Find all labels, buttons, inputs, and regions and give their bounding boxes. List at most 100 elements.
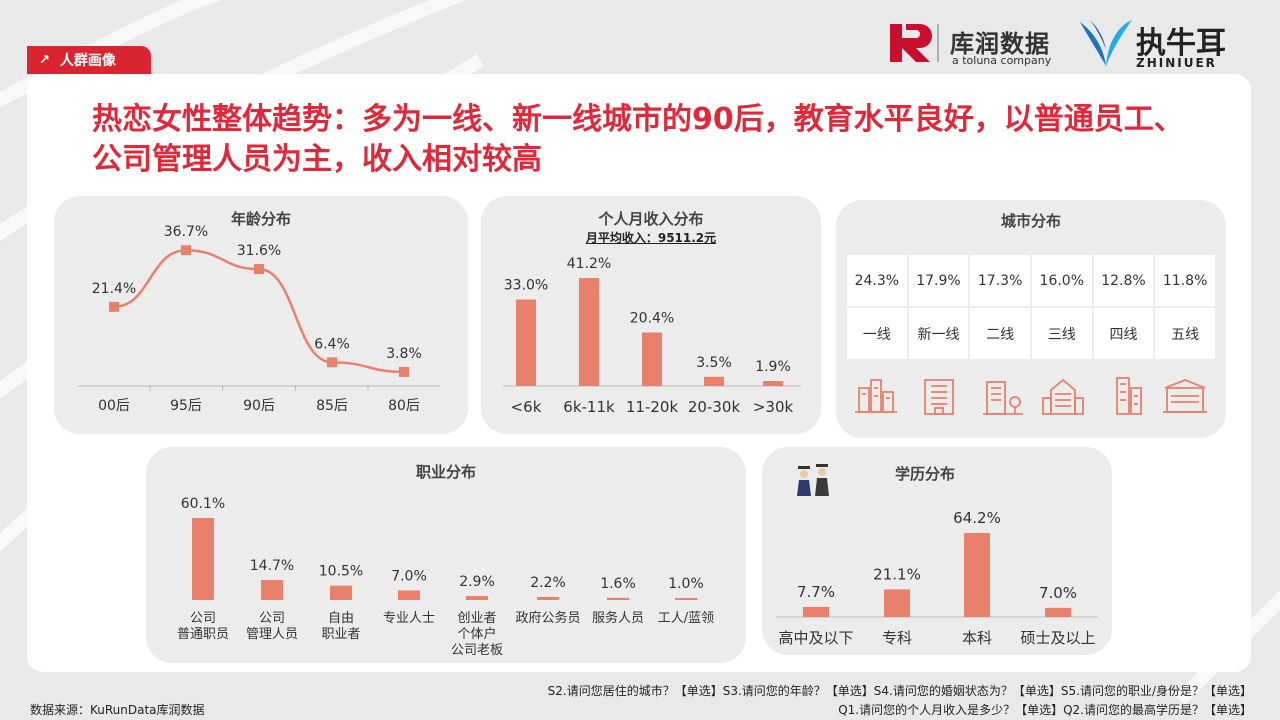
job-tick-label: 普通职员	[177, 627, 229, 642]
age-point	[399, 366, 409, 377]
edu-tick-label: 专科	[882, 629, 912, 647]
income-tick-label: <6k	[511, 398, 542, 416]
age-tick-label: 90后	[243, 398, 275, 414]
job-bar	[330, 585, 352, 600]
income-data-label: 20.4%	[630, 311, 674, 327]
city-labels-row: 一线 新一线 二线 三线 四线 五线	[845, 306, 1217, 361]
age-data-label: 36.7%	[164, 224, 208, 240]
job-data-label: 14.7%	[250, 558, 294, 574]
job-data-label: 2.2%	[530, 575, 566, 591]
kurun-logo-subtext: a toluna company	[952, 54, 1052, 67]
section-tag-label: 人群画像	[59, 53, 116, 69]
city-label: 二线	[968, 306, 1032, 361]
job-panel	[146, 447, 746, 663]
age-chart: 21.4% 00后 36.7% 95后 31.6% 90后 6.4% 85后 3.8% 80后	[78, 224, 440, 414]
low-building-icon	[1163, 379, 1207, 413]
job-bar	[398, 590, 420, 600]
city-label: 三线	[1029, 306, 1094, 361]
city-value: 17.3%	[968, 253, 1032, 308]
city-label: 新一线	[906, 306, 971, 361]
job-tick-label: 服务人员	[592, 610, 644, 626]
job-tick-label: 公司	[259, 611, 285, 626]
job-tick-label: 政府公务员	[515, 610, 580, 626]
job-title: 职业分布	[415, 463, 476, 481]
job-bar	[607, 597, 629, 600]
skyscraper-icon	[1116, 377, 1142, 415]
city-value: 17.9%	[906, 253, 971, 308]
city-value: 11.8%	[1153, 253, 1217, 308]
data-source: 数据来源：KuRunData库润数据	[30, 703, 205, 717]
job-tick-label: 公司	[190, 611, 216, 626]
edu-bar	[1045, 607, 1071, 617]
city-label: 五线	[1153, 306, 1217, 361]
job-bar	[675, 598, 697, 600]
income-data-label: 1.9%	[755, 359, 791, 375]
income-data-label: 33.0%	[504, 277, 548, 293]
city-label: 四线	[1091, 306, 1156, 361]
city-value: 16.0%	[1029, 253, 1094, 308]
building-tree-icon	[983, 381, 1023, 415]
job-bar	[537, 596, 559, 600]
job-tick-label: 专业人士	[383, 611, 435, 626]
footer-questions-2: Q1.请问您的个人月收入是多少？【单选】Q2.请问您的最高学历是？【单选】	[838, 703, 1252, 717]
page-title: 热恋女性整体趋势：多为一线、新一线城市的90后，教育水平良好，以普通员工、公司管…	[92, 102, 1184, 177]
kurun-logo-text: 库润数据	[950, 30, 1050, 58]
zhiniuer-logo-subtext: ZHINIUER	[1136, 56, 1217, 70]
office-building-icon	[924, 379, 954, 415]
job-bar	[466, 596, 488, 600]
age-title: 年龄分布	[230, 210, 291, 228]
job-data-label: 60.1%	[181, 496, 225, 512]
city-value: 12.8%	[1091, 253, 1156, 308]
age-tick-label: 00后	[98, 398, 130, 414]
job-tick-label: 职业者	[321, 627, 360, 642]
income-title: 个人月收入分布	[598, 210, 704, 228]
income-tick-label: 6k-11k	[563, 398, 615, 416]
job-tick-label: 创业者	[457, 611, 496, 626]
zhiniuer-logo: 执牛耳 ZHINIUER	[1078, 16, 1248, 70]
city-label: 一线	[845, 306, 909, 361]
zhiniuer-logo-icon	[1080, 20, 1132, 66]
income-tick-label: 20-30k	[688, 398, 741, 416]
edu-tick-label: 硕士及以上	[1020, 629, 1095, 647]
tower-icon	[1042, 378, 1084, 415]
age-tick-label: 80后	[388, 398, 420, 414]
age-point	[109, 301, 119, 312]
city-value: 24.3%	[845, 253, 909, 308]
job-bar	[261, 579, 283, 600]
job-data-label: 10.5%	[319, 564, 363, 580]
edu-data-label: 21.1%	[873, 565, 921, 583]
edu-title: 学历分布	[894, 465, 955, 483]
edu-tick-label: 本科	[962, 629, 992, 647]
age-data-label: 31.6%	[237, 243, 281, 259]
job-bar	[192, 518, 214, 600]
job-tick-label: 管理人员	[246, 627, 298, 642]
zhiniuer-logo-text: 执牛耳	[1136, 26, 1226, 61]
edu-data-label: 64.2%	[953, 509, 1001, 527]
footer-questions-1: S2.请问您居住的城市？【单选】S3.请问您的年龄？【单选】S4.请问您的婚姻状…	[547, 684, 1252, 698]
job-data-label: 1.0%	[668, 576, 704, 592]
age-data-label: 21.4%	[92, 281, 136, 297]
job-tick-label: 个体户	[457, 626, 496, 642]
income-bar	[516, 299, 536, 386]
job-tick-label: 自由	[328, 611, 354, 626]
income-chart: 33.0% <6k 41.2% 6k-11k 20.4% 11-20k 3.5% 20-30k…	[503, 256, 801, 416]
skyline-icon	[855, 379, 897, 413]
job-tick-label: 工人/蓝领	[658, 611, 714, 626]
edu-bar	[803, 606, 829, 617]
income-subtitle: 月平均收入：9511.2元	[585, 231, 717, 245]
income-bar	[579, 278, 599, 386]
income-bar	[704, 376, 724, 386]
age-tick-label: 85后	[316, 398, 348, 414]
kurun-logo-icon	[890, 24, 939, 62]
age-tick-label: 95后	[170, 398, 202, 414]
edu-bar	[884, 589, 910, 617]
kurun-logo: 库润数据 a toluna company	[888, 20, 1068, 70]
section-tag: ↗ 人群画像	[27, 46, 151, 74]
job-data-label: 1.6%	[600, 576, 636, 592]
arrow-icon: ↗	[39, 52, 50, 68]
income-data-label: 3.5%	[696, 355, 732, 371]
age-point	[327, 357, 337, 368]
edu-chart: 7.7% 高中及以下 21.1% 专科 64.2% 本科 7.0% 硕士及以上	[776, 509, 1098, 647]
age-point	[254, 264, 264, 275]
